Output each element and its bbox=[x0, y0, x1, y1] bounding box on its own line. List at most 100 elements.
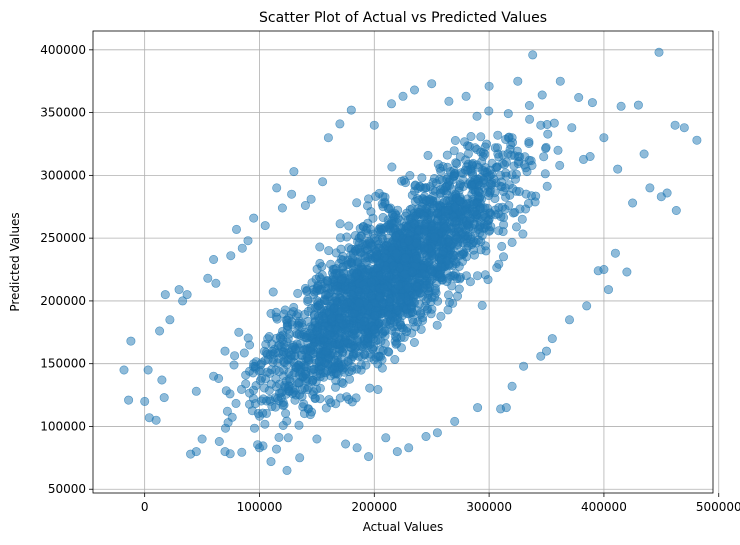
data-point bbox=[369, 120, 379, 130]
x-tick-label: 500000 bbox=[696, 500, 740, 514]
data-point bbox=[384, 347, 394, 357]
x-tick-label: 400000 bbox=[581, 500, 627, 514]
data-point bbox=[404, 236, 414, 246]
data-point bbox=[214, 436, 224, 446]
data-point bbox=[585, 152, 595, 162]
data-point bbox=[366, 242, 376, 252]
data-point bbox=[367, 277, 377, 287]
data-point bbox=[462, 244, 472, 254]
data-point bbox=[380, 192, 390, 202]
data-point bbox=[338, 268, 348, 278]
data-point bbox=[416, 324, 426, 334]
data-point bbox=[160, 290, 170, 300]
data-point bbox=[174, 285, 184, 295]
data-point bbox=[344, 374, 354, 384]
data-point bbox=[430, 232, 440, 242]
data-point bbox=[383, 310, 393, 320]
data-point bbox=[359, 317, 369, 327]
plot-frame bbox=[92, 30, 714, 494]
data-point bbox=[633, 100, 643, 110]
data-point bbox=[510, 207, 520, 217]
data-point bbox=[346, 290, 356, 300]
data-point bbox=[418, 183, 428, 193]
data-point bbox=[415, 208, 425, 218]
data-point bbox=[259, 383, 269, 393]
data-point bbox=[451, 158, 461, 168]
data-point bbox=[259, 346, 269, 356]
data-point bbox=[540, 169, 550, 179]
x-tick-label: 200000 bbox=[351, 500, 397, 514]
data-point bbox=[451, 189, 461, 199]
data-point bbox=[292, 378, 302, 388]
data-point bbox=[472, 271, 482, 281]
data-point bbox=[321, 346, 331, 356]
data-point bbox=[367, 291, 377, 301]
data-point bbox=[450, 136, 460, 146]
x-tick-label: 100000 bbox=[237, 500, 283, 514]
data-point bbox=[245, 340, 255, 350]
data-point bbox=[165, 315, 175, 325]
data-point bbox=[191, 386, 201, 396]
data-point bbox=[353, 259, 363, 269]
data-point bbox=[260, 221, 270, 231]
y-axis-ticks: 50000 100000 150000 200000 250000 300000 35000… bbox=[40, 43, 93, 496]
data-point bbox=[344, 221, 354, 231]
data-point bbox=[448, 298, 458, 308]
data-point bbox=[477, 300, 487, 310]
data-point bbox=[463, 149, 473, 159]
data-point bbox=[317, 270, 327, 280]
y-tick-label: 300000 bbox=[40, 168, 86, 182]
data-point bbox=[270, 402, 280, 412]
data-point bbox=[412, 254, 422, 264]
data-point bbox=[390, 354, 400, 364]
data-point bbox=[363, 333, 373, 343]
data-point bbox=[450, 416, 460, 426]
data-point bbox=[178, 296, 188, 306]
data-point bbox=[191, 447, 201, 457]
data-point bbox=[476, 245, 486, 255]
y-tick-label: 100000 bbox=[40, 419, 86, 433]
data-point bbox=[143, 365, 153, 375]
data-point bbox=[415, 288, 425, 298]
data-point bbox=[266, 308, 276, 318]
data-point bbox=[289, 167, 299, 177]
data-point bbox=[234, 327, 244, 337]
data-point bbox=[494, 226, 504, 236]
data-point bbox=[239, 348, 249, 358]
data-point bbox=[484, 106, 494, 116]
data-point bbox=[300, 309, 310, 319]
x-axis-label: Actual Values bbox=[363, 520, 444, 534]
data-point bbox=[220, 346, 230, 356]
data-point bbox=[374, 292, 384, 302]
data-point bbox=[266, 457, 276, 467]
data-point bbox=[385, 203, 395, 213]
data-point bbox=[274, 432, 284, 442]
data-point bbox=[287, 189, 297, 199]
data-point bbox=[461, 234, 471, 244]
data-point bbox=[613, 164, 623, 174]
data-point bbox=[369, 324, 379, 334]
data-point bbox=[417, 173, 427, 183]
data-point bbox=[209, 371, 219, 381]
data-point bbox=[525, 114, 535, 124]
data-point bbox=[439, 198, 449, 208]
data-point bbox=[315, 383, 325, 393]
data-point bbox=[442, 150, 452, 160]
data-point bbox=[567, 123, 577, 133]
data-point bbox=[288, 340, 298, 350]
data-point bbox=[450, 170, 460, 180]
data-point bbox=[536, 351, 546, 361]
data-point bbox=[280, 305, 290, 315]
data-point bbox=[271, 374, 281, 384]
data-point bbox=[315, 242, 325, 252]
data-point bbox=[411, 238, 421, 248]
data-point bbox=[230, 351, 240, 361]
data-point bbox=[465, 213, 475, 223]
data-point bbox=[423, 150, 433, 160]
data-point bbox=[422, 305, 432, 315]
data-point bbox=[505, 144, 515, 154]
data-point bbox=[395, 292, 405, 302]
data-point bbox=[513, 159, 523, 169]
data-point bbox=[268, 287, 278, 297]
y-tick-label: 150000 bbox=[40, 357, 86, 371]
